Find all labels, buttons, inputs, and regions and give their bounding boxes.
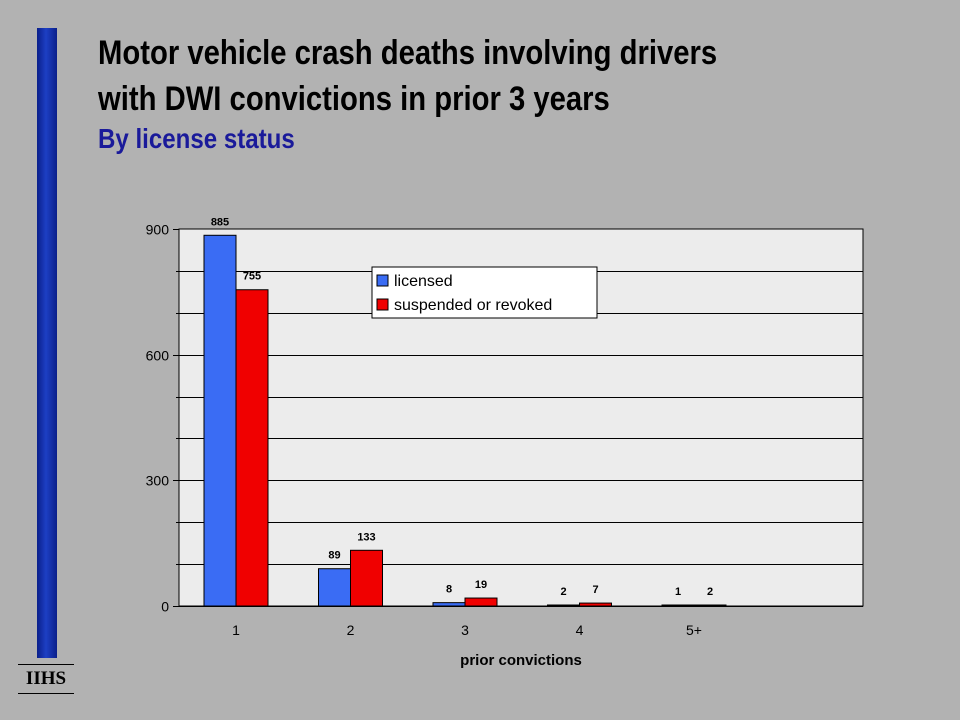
- legend-swatch: [376, 274, 389, 287]
- data-label: 8: [446, 584, 452, 596]
- bar-licensed-3: [432, 602, 466, 607]
- y-tick-label: 300: [146, 473, 170, 489]
- data-label: 19: [475, 579, 487, 591]
- chart-title-line-1: Motor vehicle crash deaths involving dri…: [98, 34, 718, 72]
- x-tick-label: 1: [232, 622, 240, 638]
- data-label: 885: [211, 216, 229, 228]
- x-tick-label: 5+: [686, 622, 702, 638]
- legend-box: [371, 266, 598, 319]
- bar-licensed-4: [547, 604, 580, 607]
- bar-suspended-5+: [693, 604, 727, 607]
- y-tick-label: 900: [146, 222, 170, 238]
- data-label: 133: [357, 531, 375, 543]
- x-tick-label: 2: [347, 622, 355, 638]
- x-tick-label: 4: [576, 622, 584, 638]
- data-label: 755: [243, 271, 261, 283]
- legend-label: suspended or revoked: [394, 297, 552, 314]
- chart-title-line-2: with DWI convictions in prior 3 years: [98, 80, 610, 118]
- chart-subtitle: By license status: [98, 123, 295, 154]
- bar-suspended-1: [235, 289, 269, 607]
- title-block: Motor vehicle crash deaths involving dri…: [98, 30, 818, 156]
- data-label: 2: [560, 586, 566, 598]
- x-tick-label: 3: [461, 622, 469, 638]
- bar-licensed-5+: [661, 604, 695, 607]
- bar-licensed-1: [203, 234, 237, 607]
- legend-label: licensed: [394, 273, 453, 290]
- legend-swatch: [376, 298, 389, 311]
- side-accent-bar: [37, 28, 57, 658]
- data-label: 2: [707, 586, 713, 598]
- bar-suspended-4: [579, 602, 612, 607]
- y-tick-label: 600: [146, 348, 170, 364]
- x-axis-title: prior convictions: [460, 652, 582, 669]
- data-label: 1: [675, 586, 681, 598]
- data-label: 89: [328, 550, 340, 562]
- bar-suspended-2: [350, 549, 383, 607]
- data-label: 7: [592, 584, 598, 596]
- iihs-logo: IIHS: [18, 664, 74, 694]
- y-tick-label: 0: [161, 599, 169, 615]
- bar-suspended-3: [464, 597, 498, 607]
- bar-licensed-2: [318, 568, 351, 607]
